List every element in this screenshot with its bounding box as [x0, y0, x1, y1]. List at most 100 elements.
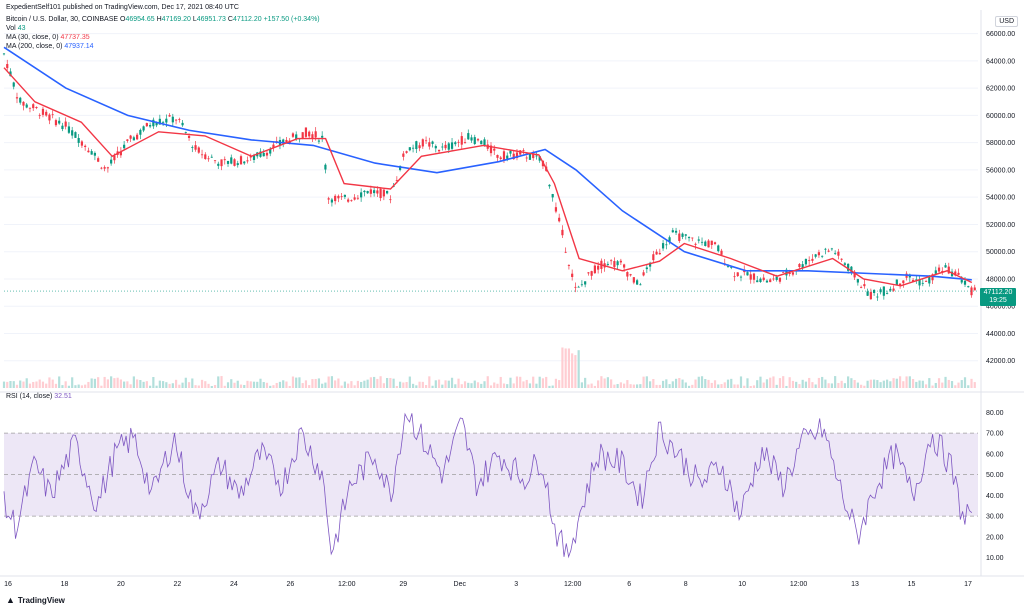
candle-body: [522, 150, 525, 151]
candle-body: [655, 251, 658, 255]
candle-body: [752, 273, 756, 280]
volume-bar: [165, 382, 168, 388]
candle-body: [736, 272, 739, 277]
volume-bar: [103, 376, 106, 388]
ma200-value: 47937.14: [64, 43, 94, 50]
volume-bar: [739, 376, 743, 388]
volume-bar: [515, 376, 519, 388]
candle-body: [769, 279, 772, 283]
volume-bar: [353, 385, 356, 388]
candle-body: [207, 158, 210, 160]
rsi-axis-label: 70.00: [986, 431, 1004, 438]
volume-bar: [100, 385, 103, 388]
rsi-axis-label: 80.00: [986, 410, 1004, 417]
candle-body: [139, 129, 142, 135]
volume-bar: [710, 382, 713, 388]
volume-bar: [93, 378, 97, 388]
candle-body: [236, 163, 239, 166]
volume-bar: [811, 382, 814, 388]
ma30-label[interactable]: MA (30, close, 0): [6, 34, 59, 41]
candle-body: [51, 114, 54, 116]
volume-bar: [684, 382, 687, 388]
volume-bar: [308, 385, 311, 388]
volume-bar: [681, 379, 684, 388]
candle-body: [398, 165, 402, 170]
candle-body: [12, 82, 15, 87]
vol-label[interactable]: Vol: [6, 25, 16, 32]
volume-bar: [720, 384, 723, 388]
candle-body: [915, 279, 918, 281]
volume-bar: [285, 381, 288, 388]
candle-body: [265, 152, 269, 156]
candle-body: [402, 153, 405, 157]
candle-body: [947, 266, 950, 274]
volume-bar: [652, 379, 655, 388]
candle-body: [22, 101, 25, 106]
price-axis-label: 44000.00: [986, 331, 1015, 338]
ma200-label[interactable]: MA (200, close, 0): [6, 43, 63, 50]
volume-bar: [694, 379, 697, 388]
last-price-value: 47112.20: [983, 289, 1013, 296]
candle-body: [64, 121, 67, 127]
volume-bar: [960, 380, 963, 388]
volume-bar: [934, 382, 937, 388]
volume-bar: [895, 378, 898, 388]
candle-body: [123, 144, 126, 149]
candle-body: [230, 157, 233, 164]
volume-bar: [898, 376, 902, 388]
candle-body: [778, 277, 782, 282]
candle-body: [58, 120, 61, 124]
price-axis-label: 66000.00: [986, 31, 1015, 38]
candle-body: [136, 134, 139, 140]
candle-body: [473, 137, 476, 144]
candle-body: [174, 119, 178, 121]
volume-bar: [746, 378, 749, 388]
volume-bar: [700, 376, 704, 388]
candle-body: [363, 190, 366, 193]
candle-body: [113, 155, 116, 161]
symbol-name[interactable]: Bitcoin / U.S. Dollar, 30, COINBASE: [6, 16, 119, 23]
rsi-label[interactable]: RSI (14, close): [6, 393, 53, 400]
volume-bar: [613, 384, 616, 388]
volume-bar: [392, 378, 395, 388]
tradingview-logo[interactable]: ▲ TradingView: [6, 595, 65, 605]
candle-body: [447, 143, 450, 150]
volume-bar: [463, 381, 467, 388]
time-axis-label: 8: [684, 581, 688, 588]
candle-body: [181, 122, 184, 126]
volume-bar: [402, 382, 405, 388]
candle-body: [804, 258, 808, 265]
time-axis-label: 12:00: [790, 581, 808, 588]
currency-button[interactable]: USD: [995, 16, 1018, 27]
volume-bar: [191, 378, 194, 388]
volume-bar: [48, 377, 51, 388]
candle-body: [343, 194, 346, 197]
volume-bar: [850, 378, 853, 388]
candle-body: [791, 272, 795, 275]
candle-body: [652, 254, 655, 261]
volume-bar: [947, 379, 950, 388]
candle-body: [386, 190, 389, 194]
volume-bar: [194, 385, 197, 388]
candle-body: [41, 108, 45, 115]
candle-body: [863, 284, 866, 287]
rsi-axis-label: 40.00: [986, 493, 1004, 500]
candle-body: [480, 140, 483, 145]
candle-body: [334, 195, 337, 202]
symbol-legend: Bitcoin / U.S. Dollar, 30, COINBASE O469…: [6, 16, 320, 24]
candle-body: [213, 160, 217, 162]
candle-body: [84, 145, 87, 147]
volume-bar: [41, 381, 45, 388]
volume-bar: [532, 376, 535, 388]
volume-bar: [791, 380, 795, 388]
candle-body: [168, 115, 171, 117]
volume-bar: [249, 381, 252, 388]
rsi-line: [3, 412, 973, 559]
volume-bar: [963, 377, 967, 388]
candle-body: [642, 272, 645, 276]
candle-body: [928, 276, 931, 284]
volume-bar: [2, 381, 6, 388]
candle-body: [973, 287, 976, 291]
volume-bar: [265, 382, 269, 388]
